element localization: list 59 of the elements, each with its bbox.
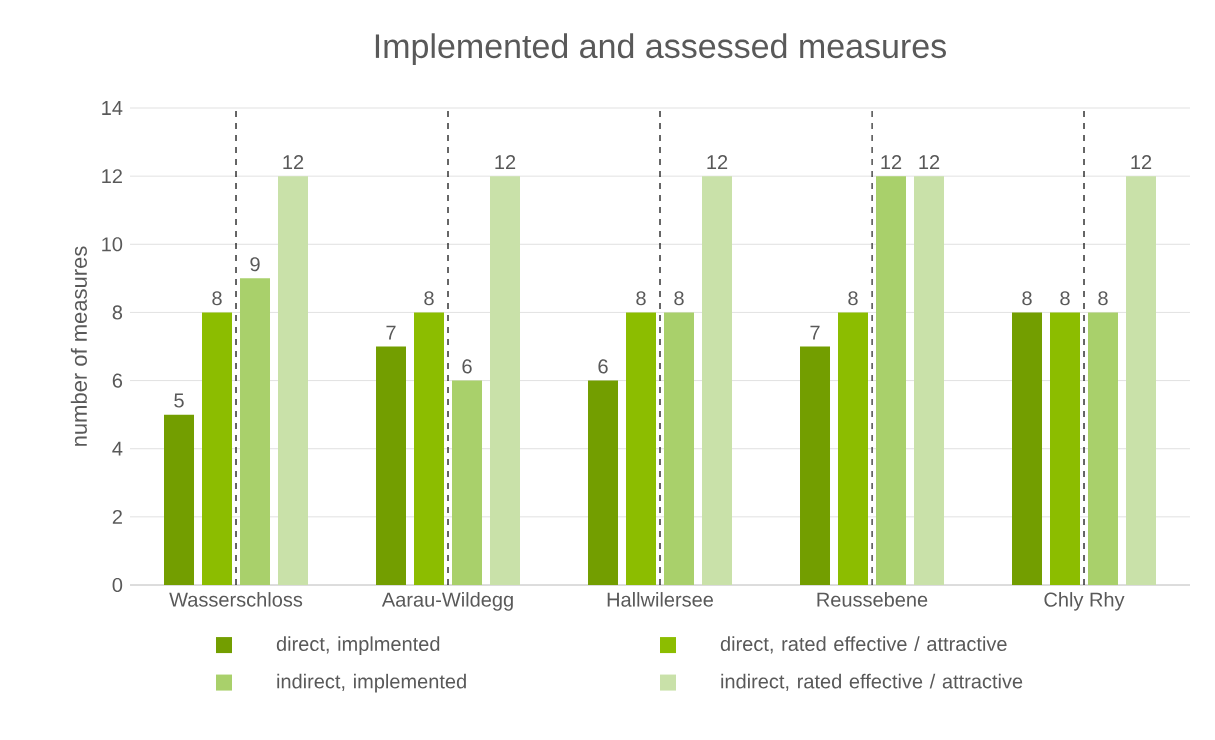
bar: [1126, 176, 1157, 585]
bar: [1088, 312, 1119, 585]
data-label: 6: [462, 359, 472, 374]
data-label: 8: [674, 291, 684, 306]
bar: [626, 312, 657, 585]
legend-label: indirect, implemented: [277, 673, 466, 693]
y-tick-label: 10: [102, 237, 123, 252]
y-tick-label: 4: [112, 441, 123, 456]
chart-title: Implemented and assessed measures: [375, 33, 946, 65]
x-tick-label: Reussebene: [817, 592, 928, 607]
bar: [452, 380, 483, 585]
data-label: 8: [848, 291, 858, 306]
bar: [1050, 312, 1081, 585]
x-tick-label: Wasserschloss: [169, 592, 303, 607]
bar: [664, 312, 695, 585]
y-tick-label: 2: [112, 509, 122, 524]
bar: [588, 380, 618, 585]
data-label: 5: [174, 393, 184, 408]
data-label: 9: [250, 257, 260, 272]
y-tick-label: 0: [112, 577, 123, 593]
legend-label: direct, rated effective / attractive: [720, 636, 1007, 654]
bar: [490, 176, 521, 585]
bar: [278, 176, 308, 585]
y-tick-label: 12: [102, 169, 122, 184]
bar: [1012, 312, 1043, 585]
bar: [376, 346, 406, 585]
data-label: 8: [636, 291, 646, 306]
data-label: 8: [1098, 291, 1108, 306]
data-label: 12: [1131, 155, 1152, 170]
bar: [702, 176, 733, 585]
bar: [414, 312, 444, 585]
y-tick-label: 6: [112, 373, 123, 388]
bar: [240, 278, 270, 585]
legend-label: direct, implmented: [276, 636, 440, 655]
bar: [876, 176, 907, 585]
data-label: 12: [881, 155, 902, 170]
y-tick-label: 8: [112, 305, 123, 320]
data-label: 12: [919, 155, 940, 170]
data-label: 12: [283, 155, 304, 170]
legend-label: indirect, rated effective / attractive: [721, 673, 1023, 691]
data-label: 12: [495, 155, 516, 170]
data-label: 12: [707, 155, 728, 170]
bar: [800, 346, 831, 585]
bar: [164, 414, 195, 585]
bar: [914, 176, 945, 585]
x-tick-label: Hallwilersee: [607, 592, 713, 607]
x-tick-label: Chly Rhy: [1044, 592, 1125, 611]
y-tick-label: 14: [102, 101, 123, 115]
data-label: 8: [424, 291, 434, 306]
bar: [838, 312, 869, 585]
x-tick-label: Aarau-Wildegg: [381, 592, 513, 611]
data-label: 8: [1060, 291, 1070, 306]
data-label: 7: [386, 325, 396, 340]
data-label: 8: [1022, 291, 1032, 306]
data-label: 6: [598, 359, 608, 374]
data-label: 7: [810, 325, 820, 340]
data-label: 8: [212, 291, 222, 306]
bar: [202, 312, 232, 585]
y-axis-title: number of measures: [70, 246, 87, 446]
